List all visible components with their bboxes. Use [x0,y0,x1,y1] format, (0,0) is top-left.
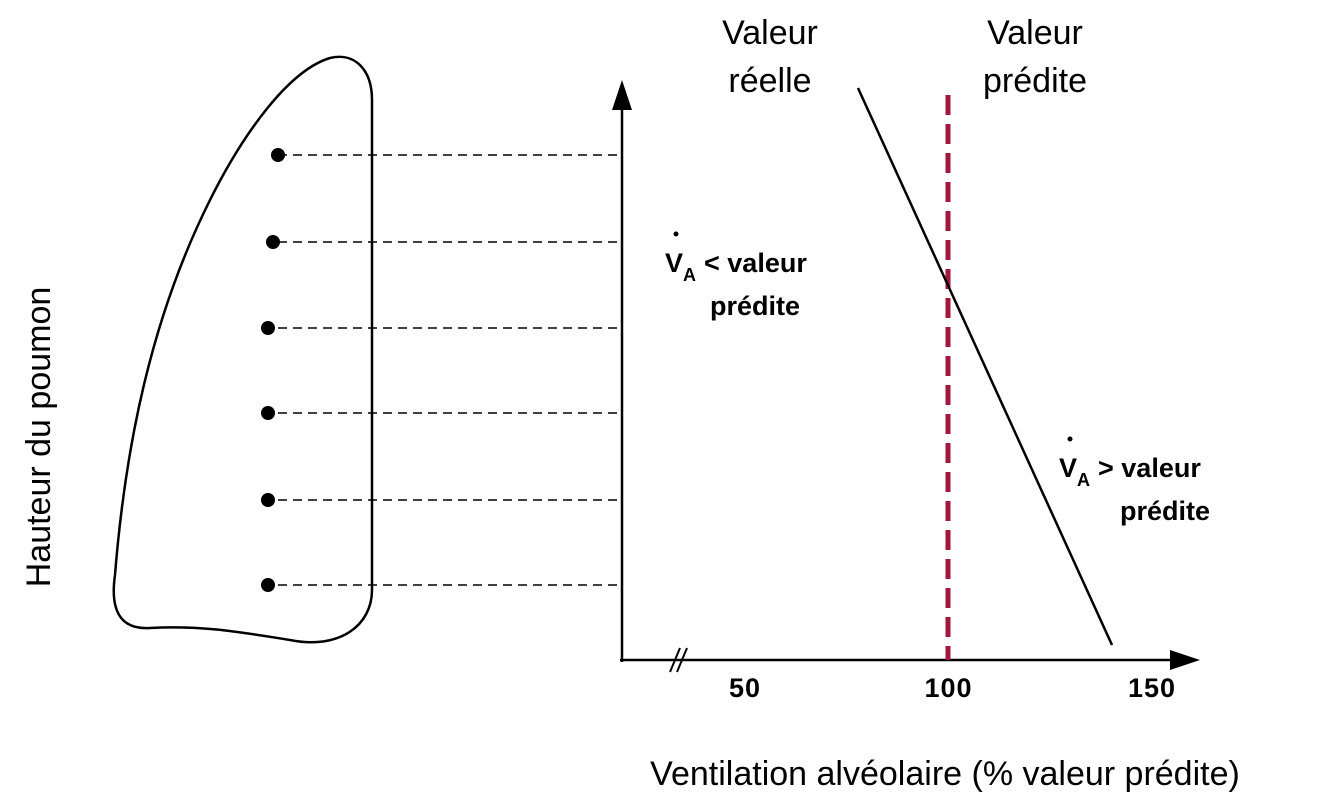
subscript: A [683,265,696,285]
line-label: prédite [983,62,1087,100]
subscript: A [1077,470,1090,490]
point [261,493,275,507]
point [266,235,280,249]
symbol: V [665,248,683,278]
point [261,321,275,335]
dot-accent [1068,437,1073,442]
x-tick-label: 150 [1128,673,1176,703]
y-arrow [612,80,632,110]
line-label: Valeur [722,14,818,52]
line-label: réelle [728,62,811,100]
actual-line [858,88,1112,645]
x-tick-label: 100 [924,673,972,703]
region-label: VA > valeur [1059,453,1201,490]
x-axis-label: Ventilation alvéolaire (% valeur prédite… [650,755,1240,793]
lung-levels [278,155,620,585]
diagram: Valeur réelle Valeur prédite VA< valeur … [0,0,1319,795]
dot-accent [674,232,679,237]
point [261,578,275,592]
x-ticks: 50 100 150 [729,673,1176,703]
lung-outline [114,57,372,642]
x-arrow [1170,650,1200,670]
text: < valeur [704,248,807,278]
lung-points [261,148,285,592]
point [271,148,285,162]
line-label: Valeur [987,14,1083,52]
text: > valeur [1098,453,1201,483]
region-label-2: prédite [1120,496,1210,526]
symbol: V [1059,453,1077,483]
region-label-2: prédite [710,291,800,321]
point [261,406,275,420]
y-axis-label: Hauteur du poumon [20,287,58,588]
x-tick-label: 50 [729,673,761,703]
region-label: VA < valeur [665,248,807,285]
page: {"diagram": { "y_axis_label": "Hauteur d… [0,0,1319,795]
